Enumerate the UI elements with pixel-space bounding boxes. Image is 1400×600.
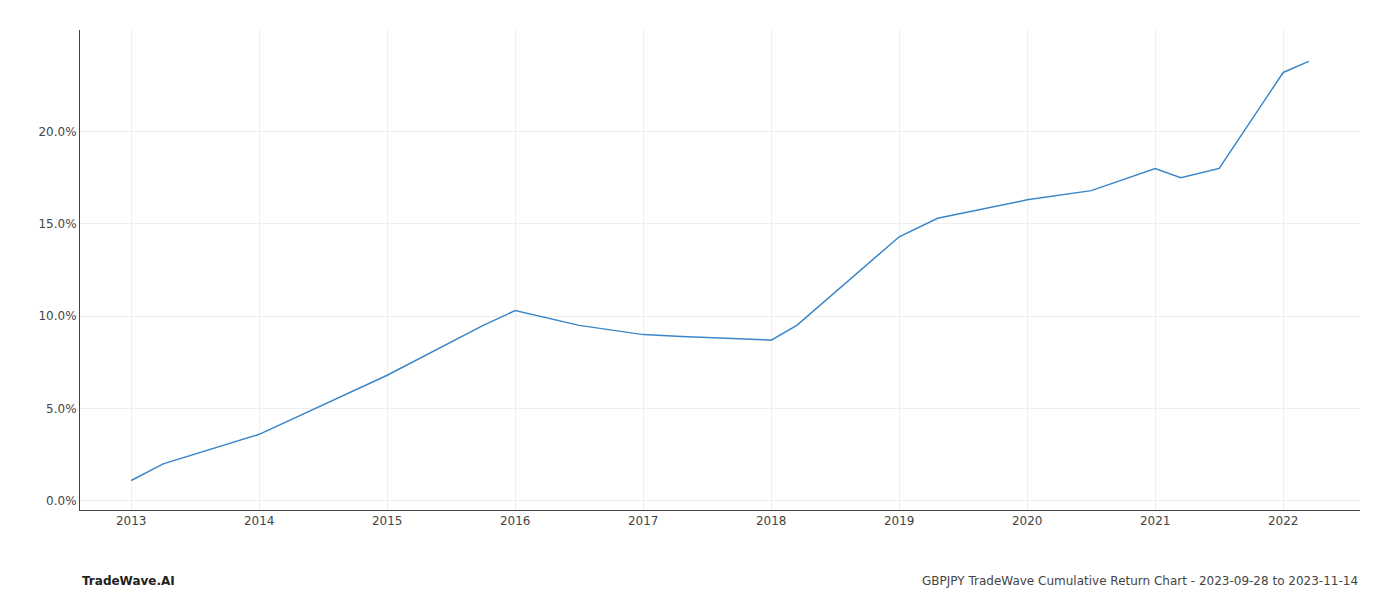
svg-text:2014: 2014 bbox=[244, 514, 275, 528]
svg-text:2021: 2021 bbox=[1140, 514, 1171, 528]
svg-text:2016: 2016 bbox=[500, 514, 531, 528]
svg-text:5.0%: 5.0% bbox=[46, 402, 77, 416]
svg-text:15.0%: 15.0% bbox=[38, 217, 76, 231]
svg-text:TradeWave.AI: TradeWave.AI bbox=[82, 574, 175, 588]
svg-text:2022: 2022 bbox=[1268, 514, 1299, 528]
svg-text:2017: 2017 bbox=[628, 514, 659, 528]
svg-text:2018: 2018 bbox=[756, 514, 787, 528]
svg-text:2013: 2013 bbox=[116, 514, 147, 528]
svg-text:0.0%: 0.0% bbox=[46, 494, 77, 508]
svg-text:10.0%: 10.0% bbox=[38, 309, 76, 323]
svg-text:2015: 2015 bbox=[372, 514, 403, 528]
svg-text:2019: 2019 bbox=[884, 514, 915, 528]
svg-text:20.0%: 20.0% bbox=[38, 125, 76, 139]
svg-text:2020: 2020 bbox=[1012, 514, 1043, 528]
svg-text:GBPJPY TradeWave Cumulative Re: GBPJPY TradeWave Cumulative Return Chart… bbox=[922, 574, 1358, 588]
